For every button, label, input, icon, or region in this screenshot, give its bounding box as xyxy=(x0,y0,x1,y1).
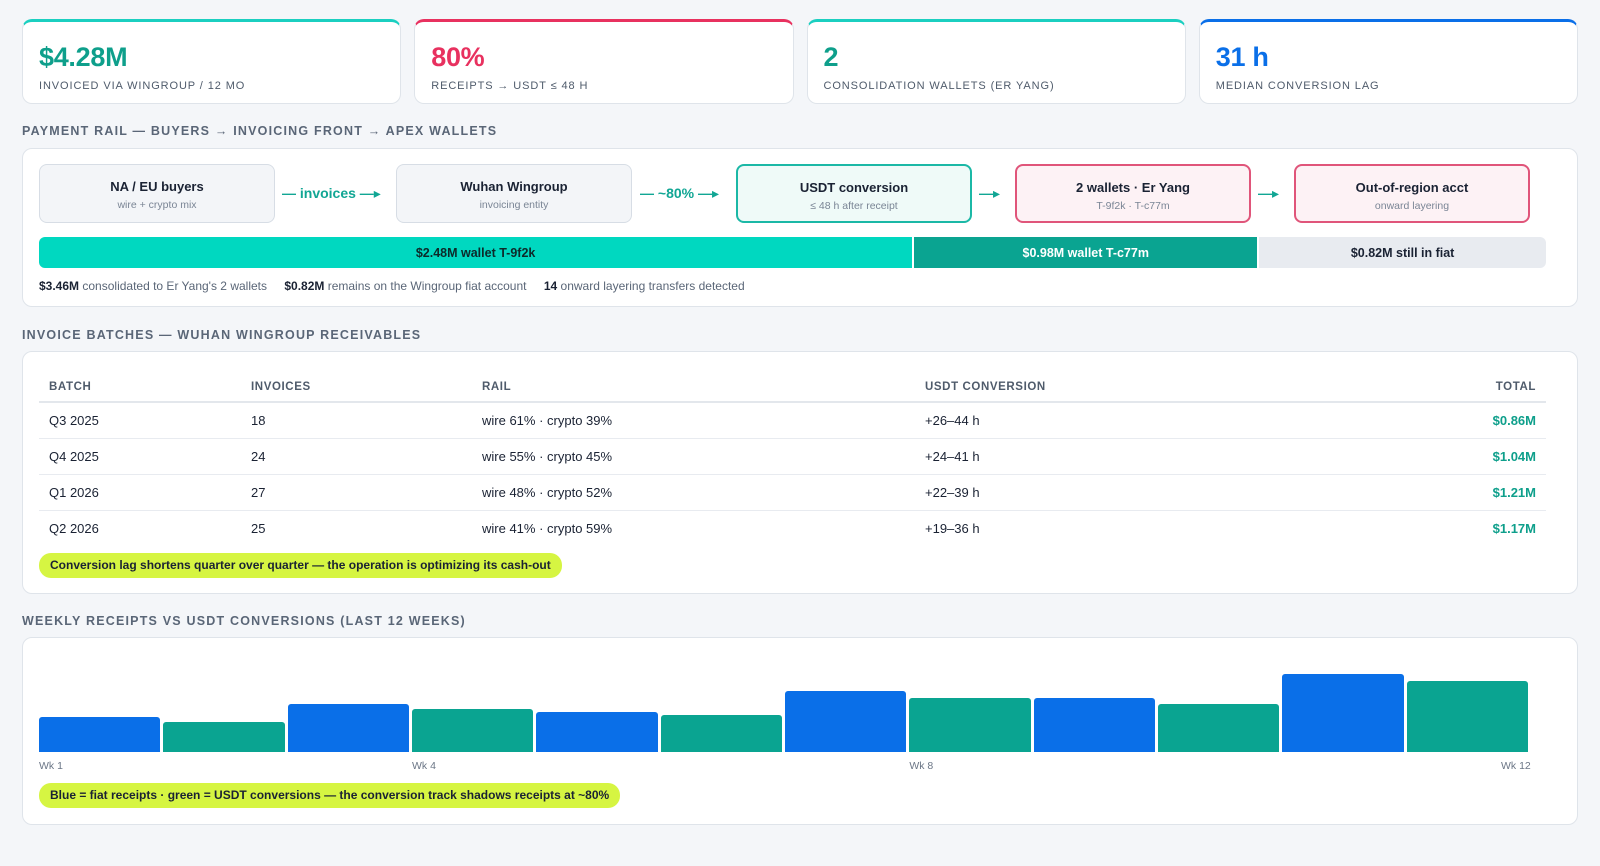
table-header-row: BATCH INVOICES RAIL USDT CONVERSION TOTA… xyxy=(39,372,1546,403)
kpi-value: 31 h xyxy=(1215,42,1269,72)
cell-batch: Q4 2025 xyxy=(39,438,241,475)
cell-conversion: +26–44 h xyxy=(915,402,1351,439)
bar-wk-8[interactable] xyxy=(909,698,1031,752)
table-row[interactable]: Q4 2025 24 wire 55% · crypto 45% +24–41 … xyxy=(39,438,1546,475)
bar-wk-12[interactable] xyxy=(1406,681,1528,752)
x-tick-label: Wk 1 xyxy=(39,760,63,772)
bar-wk-2[interactable] xyxy=(163,722,285,752)
allocation-bar: $2.48M wallet T-9f2k $0.98M wallet T-c77… xyxy=(39,237,1546,268)
x-tick-label: Wk 4 xyxy=(412,760,436,772)
flow-arrow-percent: — ~80% —▸ xyxy=(640,185,720,201)
cell-rail: wire 48% · crypto 52% xyxy=(472,474,915,511)
cell-invoices: 27 xyxy=(241,474,472,511)
flow-node-title: 2 wallets · Er Yang xyxy=(1076,180,1190,195)
cell-rail: wire 55% · crypto 45% xyxy=(472,438,915,475)
table-row[interactable]: Q3 2025 18 wire 61% · crypto 39% +26–44 … xyxy=(39,402,1546,439)
flow-node-sub: wire + crypto mix xyxy=(117,199,197,211)
cell-total: $0.86M xyxy=(1350,402,1546,439)
cell-batch: Q3 2025 xyxy=(39,402,241,439)
column-header-total[interactable]: TOTAL xyxy=(1350,372,1546,403)
bar-wk-1[interactable] xyxy=(39,717,161,752)
section-title-weekly: WEEKLY RECEIPTS VS USDT CONVERSIONS (LAS… xyxy=(22,614,466,628)
kpi-value: 2 xyxy=(823,42,839,72)
cell-conversion: +24–41 h xyxy=(915,438,1351,475)
bar-wk-4[interactable] xyxy=(412,709,534,752)
flow-node-title: USDT conversion xyxy=(799,180,909,195)
stat-text: onward layering transfers detected xyxy=(560,279,745,293)
flow-node-title: Out-of-region acct xyxy=(1355,180,1469,195)
kpi-card-receipts: 80% RECEIPTS → USDT ≤ 48 H xyxy=(414,19,794,104)
cell-rail: wire 41% · crypto 59% xyxy=(482,520,613,536)
flow-node-sub: invoicing entity xyxy=(479,199,549,211)
stat-text: remains on the Wingroup fiat account xyxy=(327,279,527,293)
kpi-label: CONSOLIDATION WALLETS (ER YANG) xyxy=(823,80,1055,92)
weekly-bar-chart: Wk 1 Wk 4 Wk 8 Wk 12 xyxy=(23,638,1577,824)
kpi-value: $4.28M xyxy=(39,42,128,72)
stat-value: $3.46M xyxy=(39,279,80,293)
column-header-invoices[interactable]: INVOICES xyxy=(241,372,472,403)
cell-invoices: 24 xyxy=(241,438,472,475)
cell-batch: Q1 2026 xyxy=(39,474,241,511)
flow-stats: $3.46M consolidated to Er Yang's 2 walle… xyxy=(39,279,759,293)
weekly-chart-panel: Wk 1 Wk 4 Wk 8 Wk 12 Blue = fiat receipts ·… xyxy=(22,637,1578,825)
cell-conversion: +19–36 h xyxy=(925,520,980,536)
segment-fiat[interactable]: $0.82M still in fiat xyxy=(1257,237,1546,268)
flow-node-sub: ≤ 48 h after receipt xyxy=(810,200,898,212)
kpi-label: MEDIAN CONVERSION LAG xyxy=(1215,80,1380,92)
bar-wk-7[interactable] xyxy=(785,691,907,752)
section-title-invoice-batches: INVOICE BATCHES — WUHAN WINGROUP RECEIVA… xyxy=(22,328,422,342)
x-tick-label: Wk 8 xyxy=(909,760,934,772)
stat-value: 14 xyxy=(543,279,558,293)
flow-node-er-yang-wallets[interactable]: 2 wallets · Er Yang T-9f2k · T-c77m xyxy=(1015,164,1251,223)
kpi-card-invoiced: $4.28M INVOICED VIA WINGROUP / 12 MO xyxy=(22,19,402,104)
kpi-label: RECEIPTS → USDT ≤ 48 H xyxy=(431,80,589,92)
chart-legend-note: Blue = fiat receipts · green = USDT conv… xyxy=(39,783,621,808)
cell-invoices: 25 xyxy=(251,520,266,536)
column-header-usdt-conversion[interactable]: USDT CONVERSION xyxy=(915,372,1351,403)
flow-arrow: —▸ xyxy=(979,185,1001,201)
flow-node-buyers[interactable]: NA / EU buyers wire + crypto mix xyxy=(39,164,275,223)
flow-arrow: —▸ xyxy=(1258,185,1280,201)
kpi-card-wallets: 2 CONSOLIDATION WALLETS (ER YANG) xyxy=(806,19,1186,104)
flow-node-wingroup[interactable]: Wuhan Wingroup invoicing entity xyxy=(396,164,632,223)
column-header-rail[interactable]: RAIL xyxy=(472,372,915,403)
cell-batch: Q2 2026 xyxy=(49,520,99,536)
x-tick-label: Wk 12 xyxy=(1501,760,1531,772)
kpi-row: $4.28M INVOICED VIA WINGROUP / 12 MO 80% R… xyxy=(22,19,1578,104)
invoice-batches-panel: BATCH INVOICES RAIL USDT CONVERSION TOTA… xyxy=(22,351,1578,594)
flow-node-sub: T-9f2k · T-c77m xyxy=(1096,200,1170,212)
table-row[interactable]: Q1 2026 27 wire 48% · crypto 52% +22–39 … xyxy=(39,474,1546,511)
flow-node-title: NA / EU buyers xyxy=(110,179,204,194)
insight-note: Conversion lag shortens quarter over qua… xyxy=(39,553,562,578)
batches-table: BATCH INVOICES RAIL USDT CONVERSION TOTA… xyxy=(39,372,1546,546)
kpi-value: 80% xyxy=(431,42,485,72)
cell-conversion: +22–39 h xyxy=(915,474,1351,511)
bar-wk-5[interactable] xyxy=(536,712,658,752)
bar-wk-11[interactable] xyxy=(1282,674,1404,752)
cell-invoices: 18 xyxy=(241,402,472,439)
cell-total: $1.17M xyxy=(1492,520,1536,536)
bar-wk-9[interactable] xyxy=(1033,698,1155,752)
segment-wallet-t9f2k[interactable]: $2.48M wallet T-9f2k xyxy=(39,237,913,268)
bar-wk-10[interactable] xyxy=(1158,704,1280,752)
stat-text: consolidated to Er Yang's 2 wallets xyxy=(82,279,267,293)
section-title-payment-rail: PAYMENT RAIL — BUYERS → INVOICING FRONT … xyxy=(22,124,498,138)
segment-wallet-tc77m[interactable]: $0.98M wallet T-c77m xyxy=(912,237,1258,268)
stat-value: $0.82M xyxy=(284,279,325,293)
bar-wk-6[interactable] xyxy=(660,715,782,752)
cell-total: $1.21M xyxy=(1350,474,1546,511)
kpi-label: INVOICED VIA WINGROUP / 12 MO xyxy=(39,80,246,92)
cell-rail: wire 61% · crypto 39% xyxy=(472,402,915,439)
payment-rail-panel: NA / EU buyers wire + crypto mix — invoic… xyxy=(22,148,1578,307)
flow-node-title: Wuhan Wingroup xyxy=(460,179,568,194)
table-row[interactable]: Q2 2026 25 wire 41% · crypto 59% +19–36 … xyxy=(39,510,1546,546)
column-header-batch[interactable]: BATCH xyxy=(39,372,241,403)
cell-total: $1.04M xyxy=(1350,438,1546,475)
bar-wk-3[interactable] xyxy=(287,704,409,752)
flow-node-out-of-region[interactable]: Out-of-region acct onward layering xyxy=(1294,164,1530,223)
flow-arrow-invoices: — invoices —▸ xyxy=(282,185,381,201)
flow-node-usdt-conversion[interactable]: USDT conversion ≤ 48 h after receipt xyxy=(736,164,972,223)
kpi-card-lag: 31 h MEDIAN CONVERSION LAG xyxy=(1198,19,1578,104)
flow-node-sub: onward layering xyxy=(1374,200,1450,212)
